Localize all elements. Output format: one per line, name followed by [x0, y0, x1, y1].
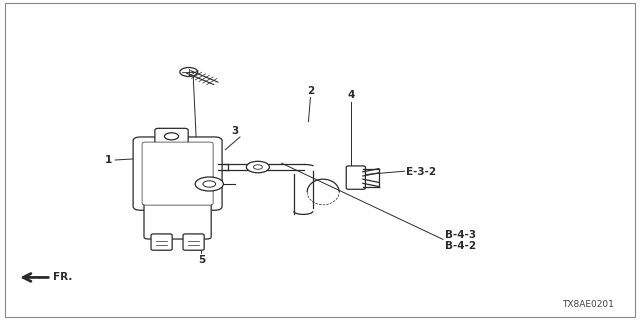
Text: 2: 2	[307, 86, 314, 96]
Circle shape	[195, 177, 223, 191]
Text: 5: 5	[198, 255, 205, 265]
Text: TX8AE0201: TX8AE0201	[563, 300, 614, 309]
Circle shape	[180, 68, 198, 76]
Circle shape	[253, 165, 262, 169]
Text: 1: 1	[105, 155, 112, 165]
FancyBboxPatch shape	[183, 234, 204, 250]
Text: 3: 3	[231, 126, 238, 136]
Text: 4: 4	[347, 90, 355, 100]
Circle shape	[246, 161, 269, 173]
Text: FR.: FR.	[53, 272, 72, 283]
Circle shape	[164, 133, 179, 140]
Circle shape	[203, 181, 216, 187]
Text: B-4-2: B-4-2	[445, 241, 476, 251]
FancyBboxPatch shape	[133, 137, 222, 210]
FancyBboxPatch shape	[151, 234, 172, 250]
FancyBboxPatch shape	[142, 142, 213, 205]
FancyBboxPatch shape	[144, 203, 211, 239]
FancyBboxPatch shape	[155, 128, 188, 144]
FancyBboxPatch shape	[346, 166, 365, 189]
Text: E-3-2: E-3-2	[406, 167, 436, 177]
Text: B-4-3: B-4-3	[445, 230, 476, 240]
